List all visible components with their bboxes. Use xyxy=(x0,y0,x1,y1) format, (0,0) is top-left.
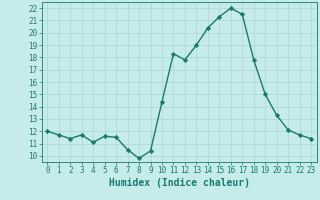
X-axis label: Humidex (Indice chaleur): Humidex (Indice chaleur) xyxy=(109,178,250,188)
